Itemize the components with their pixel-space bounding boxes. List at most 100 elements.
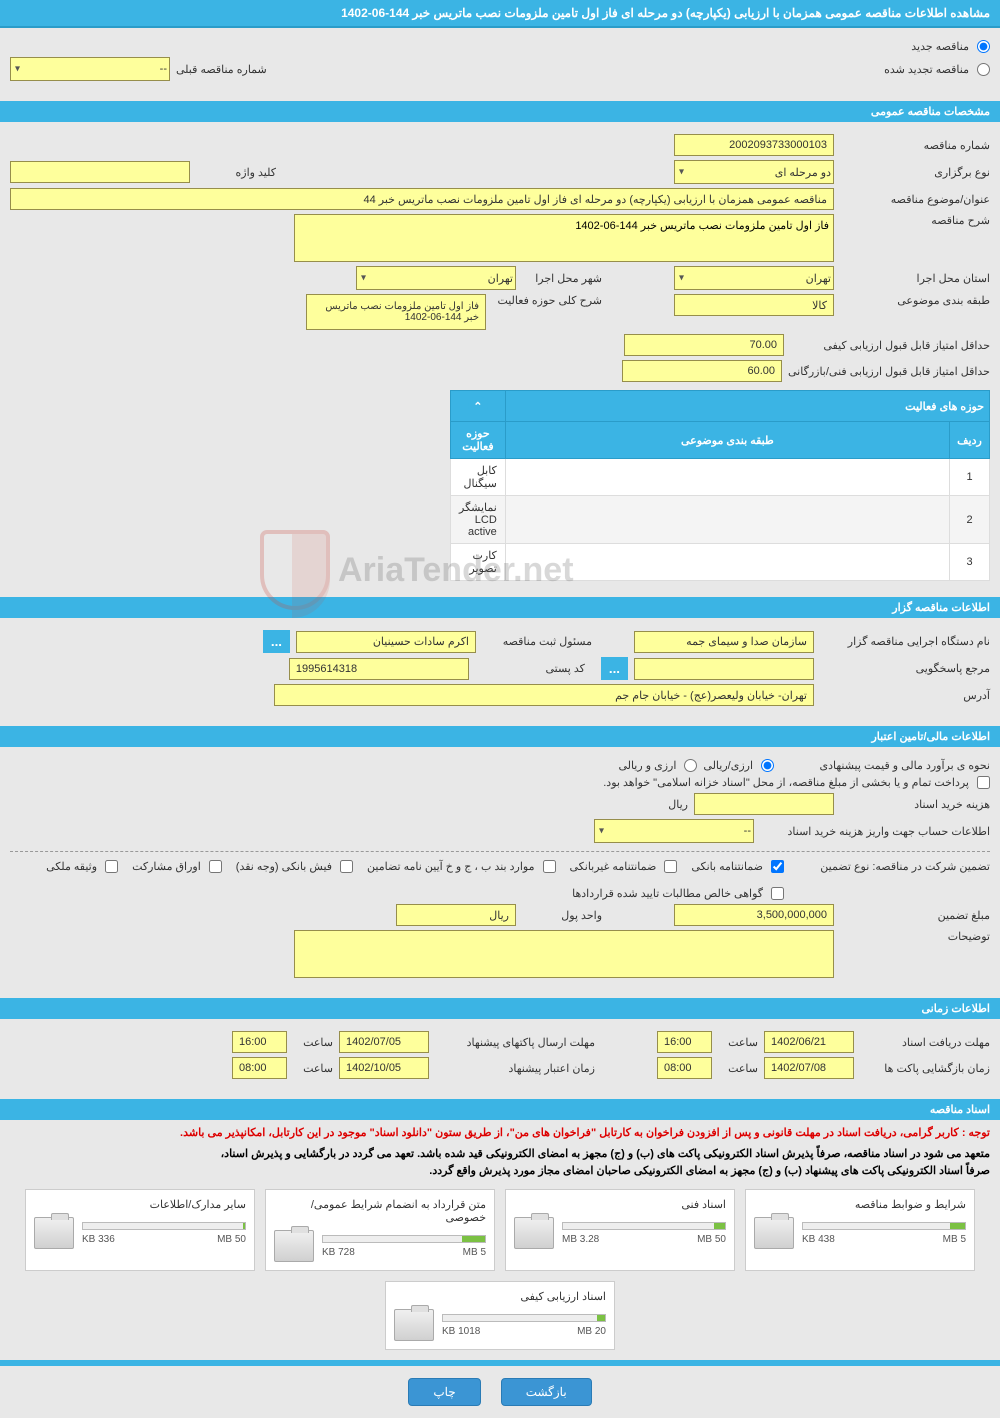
print-button[interactable]: چاپ xyxy=(408,1378,480,1406)
account-value: -- xyxy=(744,825,751,837)
activity-desc-label: شرح کلی حوزه فعالیت xyxy=(492,294,602,307)
notes-field[interactable] xyxy=(294,930,834,978)
prev-tender-no-select[interactable]: --▾ xyxy=(10,57,170,81)
doc-title: اسناد ارزیابی کیفی xyxy=(394,1290,606,1303)
table-row: 2نمایشگر LCD active xyxy=(451,496,990,544)
postal-field: 1995614318 xyxy=(289,658,469,680)
back-button[interactable]: بازگشت xyxy=(501,1378,592,1406)
currency-label: واحد پول xyxy=(522,909,602,922)
min-quality-label: حداقل امتیاز قابل قبول ارزیابی کیفی xyxy=(790,339,990,352)
validity-time: 08:00 xyxy=(232,1057,287,1079)
doc-used: 438 KB xyxy=(802,1234,835,1245)
doc-total: 50 MB xyxy=(217,1234,246,1245)
cb-items-bpjt-label: موارد بند ب ، ج و خ آیین نامه تضامین xyxy=(367,860,534,873)
activities-table: حوزه های فعالیت ⌃ ردیف طبقه بندی موضوعی … xyxy=(450,390,990,581)
account-select[interactable]: --▾ xyxy=(594,819,754,843)
category-label: طبقه بندی موضوعی xyxy=(840,294,990,307)
folder-icon xyxy=(34,1217,74,1249)
doc-notice-3: صرفاً اسناد الکترونیکی پاکت های پیشنهاد … xyxy=(0,1162,1000,1179)
progress-bar xyxy=(442,1314,606,1322)
cb-bank-receipt-label: فیش بانکی (وجه نقد) xyxy=(236,860,332,873)
province-select[interactable]: تهران▾ xyxy=(674,266,834,290)
deadline-docs-time: 16:00 xyxy=(657,1031,712,1053)
manager-lookup-button[interactable]: ... xyxy=(263,630,290,653)
cb-nonbank-guarantee[interactable]: ضمانتنامه غیربانکی xyxy=(570,860,678,873)
province-label: استان محل اجرا xyxy=(840,272,990,285)
time-label-3: ساعت xyxy=(718,1062,758,1075)
time-label-1: ساعت xyxy=(718,1036,758,1049)
cb-bank-guarantee[interactable]: ضمانتنامه بانکی xyxy=(691,860,784,873)
prev-tender-no-label: شماره مناقصه قبلی xyxy=(176,63,267,76)
type-select[interactable]: دو مرحله ای ▾ xyxy=(674,160,834,184)
response-lookup-button[interactable]: ... xyxy=(601,657,628,680)
th-row: ردیف xyxy=(950,422,990,459)
tender-no-field: 2002093733000103 xyxy=(674,134,834,156)
cb-cert[interactable]: گواهی خالص مطالبات تایید شده قراردادها xyxy=(10,887,784,900)
radio-arzi-rial[interactable]: ارزی/ریالی xyxy=(703,759,774,772)
th-category: طبقه بندی موضوعی xyxy=(505,422,949,459)
manager-label: مسئول ثبت مناقصه xyxy=(482,635,592,648)
radio-renewed-tender[interactable]: مناقصه تجدید شده xyxy=(884,63,990,76)
subject-field[interactable]: مناقصه عمومی همزمان با ارزیابی (یکپارچه)… xyxy=(10,188,834,210)
folder-icon xyxy=(514,1217,554,1249)
org-label: نام دستگاه اجرایی مناقصه گزار xyxy=(820,635,990,648)
city-select[interactable]: تهران▾ xyxy=(356,266,516,290)
chevron-down-icon: ▾ xyxy=(679,167,684,178)
radio-arzi-o-rial[interactable]: ارزی و ریالی xyxy=(618,759,697,772)
section-general-head: مشخصات مناقصه عمومی xyxy=(0,101,1000,122)
time-label-2: ساعت xyxy=(293,1036,333,1049)
table-row: 3کارت تصویر xyxy=(451,544,990,581)
section-authority-head: اطلاعات مناقصه گزار xyxy=(0,597,1000,618)
account-label: اطلاعات حساب جهت واریز هزینه خرید اسناد xyxy=(760,825,990,838)
th-activity: حوزه فعالیت xyxy=(451,422,506,459)
notes-label: توضیحات xyxy=(840,930,990,943)
doc-card[interactable]: اسناد فنی50 MB3.28 MB xyxy=(505,1189,735,1271)
opening-time: 08:00 xyxy=(657,1057,712,1079)
doc-notice-1: توجه : کاربر گرامی، دریافت اسناد در مهلت… xyxy=(0,1120,1000,1145)
doc-card[interactable]: متن قرارداد به انضمام شرایط عمومی/خصوصی 5… xyxy=(265,1189,495,1271)
radio-new-tender[interactable]: مناقصه جدید xyxy=(911,40,990,53)
doc-card[interactable]: شرایط و ضوابط مناقصه5 MB438 KB xyxy=(745,1189,975,1271)
collapse-icon[interactable]: ⌃ xyxy=(468,396,488,416)
cb-payment-note[interactable]: پرداخت تمام و یا بخشی از مبلغ مناقصه، از… xyxy=(603,776,990,789)
validity-label: زمان اعتبار پیشنهاد xyxy=(435,1062,595,1075)
doc-used: 3.28 MB xyxy=(562,1234,599,1245)
tender-no-label: شماره مناقصه xyxy=(840,139,990,152)
manager-field: اکرم سادات حسینیان xyxy=(296,631,476,653)
cb-bank-guarantee-label: ضمانتنامه بانکی xyxy=(691,860,763,873)
currency-field: ریال xyxy=(396,904,516,926)
radio-arzi-o-rial-label: ارزی و ریالی xyxy=(618,759,676,772)
opening-date: 1402/07/08 xyxy=(764,1057,854,1079)
cb-items-bpjt[interactable]: موارد بند ب ، ج و خ آیین نامه تضامین xyxy=(367,860,555,873)
folder-icon xyxy=(394,1309,434,1341)
opening-label: زمان بازگشایی پاکت ها xyxy=(860,1062,990,1075)
cb-nonbank-guarantee-label: ضمانتنامه غیربانکی xyxy=(570,860,657,873)
progress-bar xyxy=(82,1222,246,1230)
validity-date: 1402/10/05 xyxy=(339,1057,429,1079)
doc-card[interactable]: اسناد ارزیابی کیفی20 MB1018 KB xyxy=(385,1281,615,1350)
type-value: دو مرحله ای xyxy=(775,166,831,179)
doc-title: متن قرارداد به انضمام شرایط عمومی/خصوصی xyxy=(274,1198,486,1224)
deadline-send-label: مهلت ارسال پاکتهای پیشنهاد xyxy=(435,1036,595,1049)
city-value: تهران xyxy=(488,272,513,285)
cb-securities[interactable]: اوراق مشارکت xyxy=(132,860,222,873)
payment-note-text: پرداخت تمام و یا بخشی از مبلغ مناقصه، از… xyxy=(603,776,969,789)
org-field: سازمان صدا و سیمای جمه xyxy=(634,631,814,653)
doc-total: 5 MB xyxy=(463,1247,486,1258)
cb-bank-receipt[interactable]: فیش بانکی (وجه نقد) xyxy=(236,860,353,873)
doc-used: 1018 KB xyxy=(442,1326,480,1337)
section-general: مشخصات مناقصه عمومی شماره مناقصه 2002093… xyxy=(0,101,1000,589)
activity-desc-field: فاز اول تامین ملزومات نصب ماتریس خبر 144… xyxy=(306,294,486,330)
desc-field[interactable] xyxy=(294,214,834,262)
doc-used: 728 KB xyxy=(322,1247,355,1258)
doc-title: اسناد فنی xyxy=(514,1198,726,1211)
doc-cost-field[interactable] xyxy=(694,793,834,815)
section-documents: اسناد مناقصه توجه : کاربر گرامی، دریافت … xyxy=(0,1099,1000,1360)
deadline-send-time: 16:00 xyxy=(232,1031,287,1053)
keyword-field[interactable] xyxy=(10,161,190,183)
doc-card[interactable]: سایر مدارک/اطلاعات50 MB336 KB xyxy=(25,1189,255,1271)
activities-table-title: حوزه های فعالیت xyxy=(505,391,989,422)
response-field[interactable] xyxy=(634,658,814,680)
cb-deed[interactable]: وثیقه ملکی xyxy=(46,860,118,873)
guarantee-amount-field: 3,500,000,000 xyxy=(674,904,834,926)
